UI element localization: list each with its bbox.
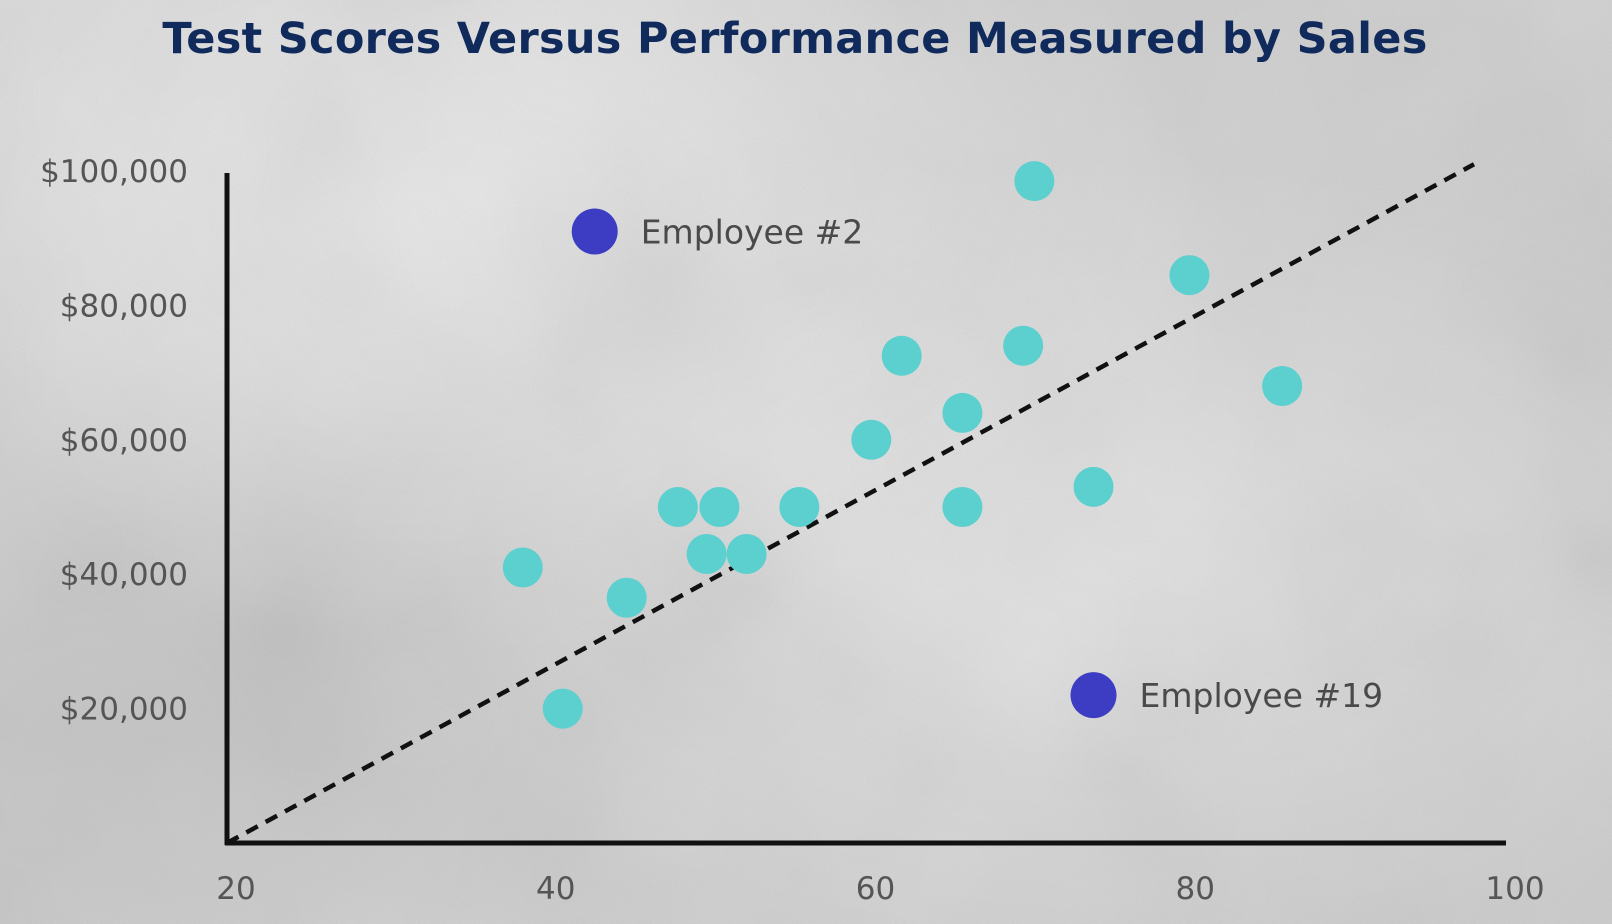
data-point bbox=[779, 487, 820, 527]
data-point bbox=[1073, 466, 1114, 507]
x-tick-label: 20 bbox=[216, 871, 255, 907]
chart-title: Test Scores Versus Performance Measured … bbox=[162, 14, 1428, 64]
x-tick-label: 40 bbox=[536, 871, 575, 907]
data-point bbox=[606, 577, 647, 618]
data-point bbox=[1262, 366, 1303, 407]
data-point bbox=[1169, 255, 1210, 296]
y-tick-label: $20,000 bbox=[60, 692, 188, 728]
y-tick-label: $40,000 bbox=[60, 557, 188, 593]
x-tick-label: 100 bbox=[1485, 871, 1544, 907]
data-point bbox=[942, 392, 983, 433]
data-point bbox=[942, 487, 983, 527]
data-point bbox=[542, 688, 583, 729]
x-tick-label: 80 bbox=[1176, 871, 1215, 907]
data-point bbox=[699, 487, 740, 527]
data-point bbox=[502, 547, 543, 588]
employee-annotation-label: Employee #19 bbox=[1140, 676, 1384, 715]
data-point bbox=[1003, 325, 1044, 366]
data-point bbox=[657, 487, 698, 527]
data-point bbox=[851, 419, 892, 460]
employee-annotation-label: Employee #2 bbox=[641, 212, 864, 251]
x-tick-label: 60 bbox=[856, 871, 895, 907]
highlighted-point bbox=[1070, 672, 1117, 719]
y-tick-label: $60,000 bbox=[60, 423, 188, 459]
data-point bbox=[1014, 161, 1055, 202]
trend-line bbox=[225, 162, 1476, 845]
data-point bbox=[726, 534, 767, 575]
data-point bbox=[686, 534, 727, 575]
data-point bbox=[881, 335, 922, 376]
highlighted-point bbox=[571, 208, 618, 255]
y-tick-label: $100,000 bbox=[40, 154, 188, 190]
y-tick-label: $80,000 bbox=[60, 288, 188, 324]
